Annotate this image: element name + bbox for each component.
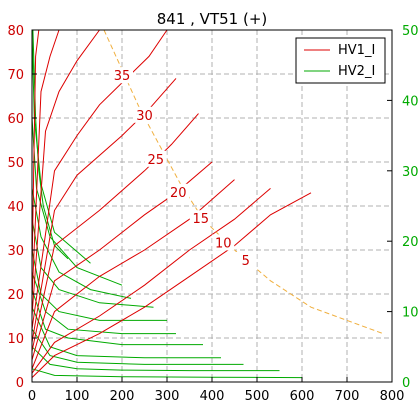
x-tick-label: 800 — [380, 389, 405, 404]
contour-label: 30 — [136, 109, 153, 124]
y2-tick-label: 40 — [402, 94, 419, 109]
hv1-curve — [31, 78, 177, 343]
y2-tick-label: 30 — [402, 165, 419, 180]
y-tick-label: 0 — [16, 376, 24, 391]
y-tick-label: 20 — [7, 288, 24, 303]
y-tick-label: 60 — [7, 112, 24, 127]
legend: HV1_I HV2_I — [295, 37, 386, 84]
x-tick-label: 0 — [28, 389, 36, 404]
y2-tick-label: 50 — [402, 24, 419, 39]
curves — [31, 29, 384, 379]
hv1-curve — [31, 29, 60, 299]
hv1-curve — [31, 29, 100, 317]
contour-label: 20 — [170, 186, 187, 201]
hv1-curve — [31, 29, 40, 273]
x-tick-label: 600 — [290, 389, 315, 404]
contour-label: 5 — [242, 254, 250, 269]
y-tick-label: 30 — [7, 244, 24, 259]
contour-label-bg — [144, 150, 167, 167]
hv1-curve — [31, 29, 168, 330]
y2-tick-label: 0 — [402, 376, 410, 391]
x-tick-label: 700 — [335, 389, 360, 404]
contour-label-bg — [111, 67, 133, 84]
y-tick-label: 50 — [7, 156, 24, 171]
axes: 0 100 200 300 400 500 600 700 800010203040506070… — [7, 24, 418, 404]
y-tick-label: 10 — [7, 332, 24, 347]
y2-tick-label: 20 — [402, 235, 419, 250]
hv2-curve — [31, 346, 280, 372]
x-tick-label: 400 — [200, 389, 225, 404]
x-tick-label: 500 — [245, 389, 270, 404]
x-tick-label: 100 — [65, 389, 90, 404]
hv2-curve — [31, 328, 244, 365]
y-tick-label: 40 — [7, 200, 24, 215]
y-tick-label: 80 — [7, 24, 24, 39]
contour-label-bg — [234, 252, 257, 268]
hv1-curve — [31, 113, 199, 352]
contour-label-bg — [133, 106, 156, 123]
hv2-curve — [31, 271, 176, 335]
hv2-curve — [32, 29, 69, 260]
legend-box — [295, 37, 386, 84]
y2-tick-label: 10 — [402, 306, 419, 321]
contour-label-bg — [212, 234, 235, 251]
y-tick-label: 70 — [7, 68, 24, 83]
hv2-curve — [31, 29, 91, 264]
legend-hv2-label: HV2_I — [338, 64, 375, 79]
contour-label: 10 — [215, 236, 232, 251]
grid — [32, 30, 392, 382]
contour-label: 15 — [192, 212, 209, 227]
hv1-curve — [31, 192, 312, 378]
hv2-curve — [31, 249, 167, 321]
contour-label-bg — [167, 183, 190, 200]
chart-title: 841 , VT51 (+) — [157, 10, 268, 28]
contour-label: 35 — [114, 69, 131, 84]
legend-hv1-label: HV1_I — [338, 43, 375, 58]
x-tick-label: 200 — [110, 389, 135, 404]
envelope-curve — [103, 29, 384, 335]
hv2-curve — [31, 289, 203, 346]
contour-label: 25 — [147, 153, 164, 168]
hv2-curve — [31, 306, 221, 359]
hv2-curve — [31, 368, 303, 379]
hv1-curve — [31, 188, 271, 374]
x-tick-label: 300 — [155, 389, 180, 404]
contour-labels: 35 30 25 20 15 10 5 — [111, 67, 257, 269]
hv2-curve — [31, 188, 132, 299]
contour-label-bg — [189, 210, 212, 227]
